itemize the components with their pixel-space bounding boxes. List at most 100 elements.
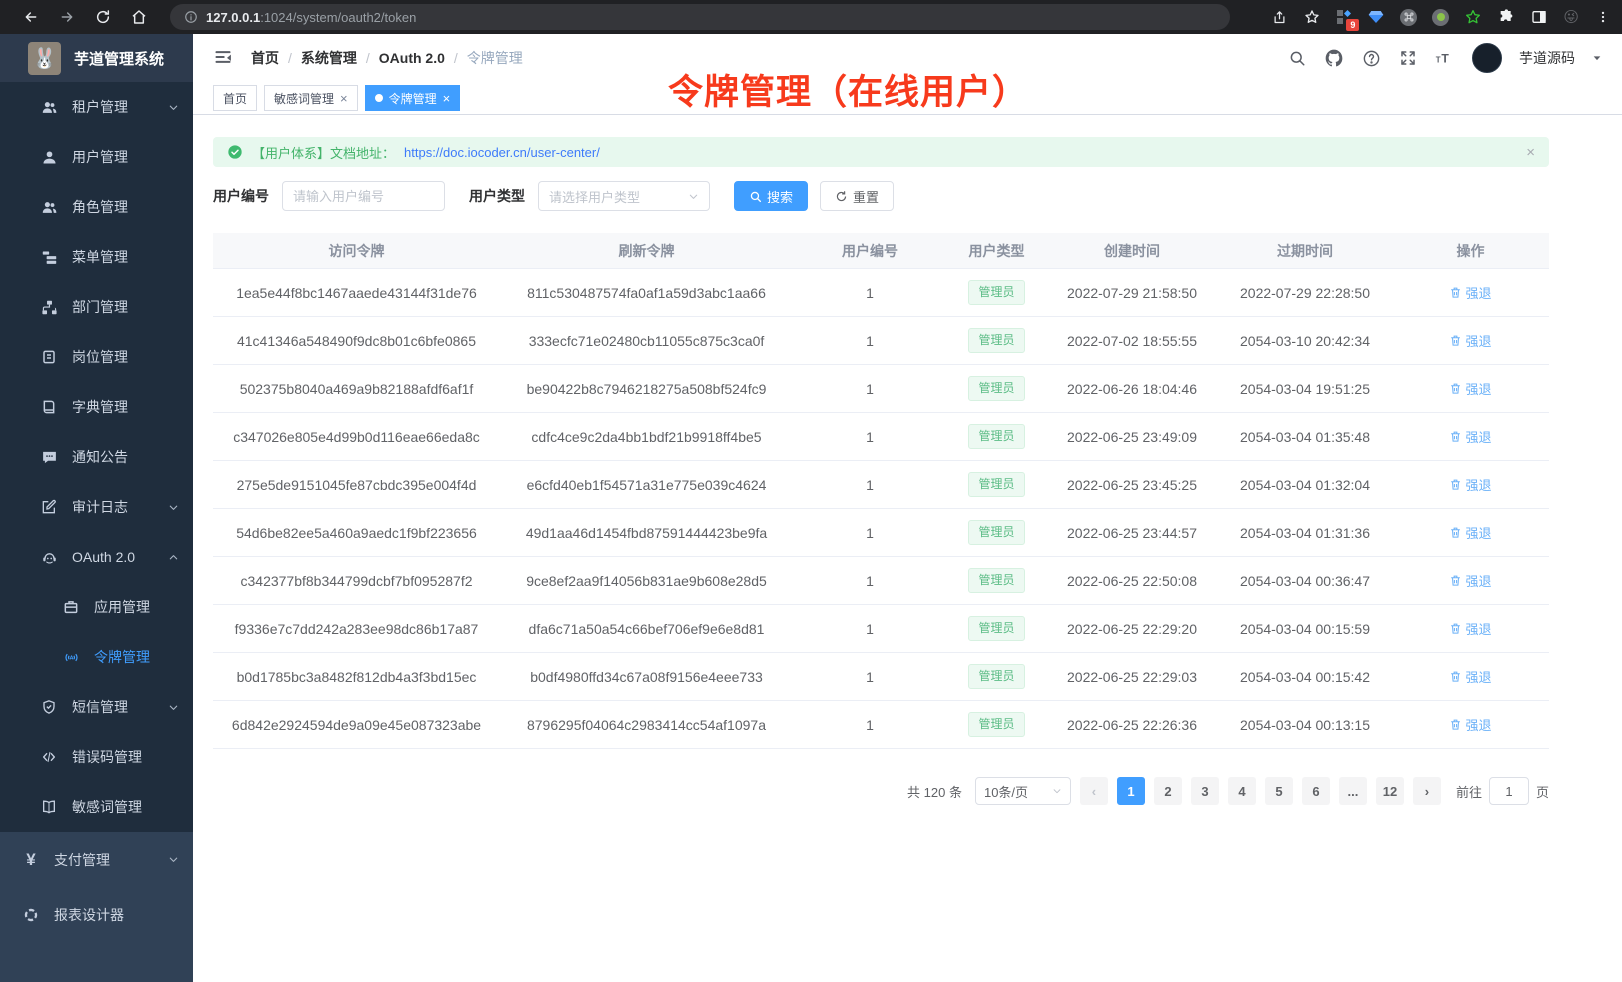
sidebar-item-sms[interactable]: 短信管理 <box>0 682 193 732</box>
close-icon[interactable]: × <box>340 90 348 106</box>
command-extension-icon[interactable] <box>1400 8 1418 26</box>
user-type-select[interactable]: 请选择用户类型 <box>538 181 710 211</box>
user-name[interactable]: 芋道源码 <box>1519 50 1575 66</box>
more-pages-button[interactable]: ... <box>1338 777 1367 805</box>
sidebar-item-notice[interactable]: 通知公告 <box>0 432 193 482</box>
page-button-4[interactable]: 4 <box>1227 777 1256 805</box>
doc-link[interactable]: https://doc.iocoder.cn/user-center/ <box>404 144 600 160</box>
sidebar-item-oauth2-app[interactable]: 应用管理 <box>0 582 193 632</box>
breadcrumb-home[interactable]: 首页 <box>251 50 279 66</box>
app-logo[interactable]: 🐰 芋道管理系统 <box>0 34 193 82</box>
kick-out-button[interactable]: 强退 <box>1449 619 1492 638</box>
caret-down-icon[interactable] <box>1592 53 1602 63</box>
browser-home-icon[interactable] <box>130 8 148 26</box>
table-row: f9336e7c7dd242a283ee98dc86b17a87 dfa6c71… <box>213 605 1549 653</box>
kick-out-button[interactable]: 强退 <box>1449 475 1492 494</box>
browser-reload-icon[interactable] <box>94 8 112 26</box>
kick-out-button[interactable]: 强退 <box>1449 427 1492 446</box>
table-row: b0d1785bc3a8482f812db4a3f3bd15ec b0df498… <box>213 653 1549 701</box>
table-row: 54d6be82ee5a460a9aedc1f9bf223656 49d1aa4… <box>213 509 1549 557</box>
share-icon[interactable] <box>1270 8 1288 26</box>
address-bar[interactable]: 127.0.0.1:1024/system/oauth2/token <box>170 4 1230 30</box>
tag-token[interactable]: 令牌管理 × <box>364 85 461 111</box>
sidebar-item-oauth2-token[interactable]: A 令牌管理 <box>0 632 193 682</box>
kick-out-button[interactable]: 强退 <box>1449 331 1492 350</box>
kick-out-button[interactable]: 强退 <box>1449 667 1492 686</box>
sidebar-item-menu[interactable]: 菜单管理 <box>0 232 193 282</box>
sidebar-item-dict[interactable]: 字典管理 <box>0 382 193 432</box>
goto-page-input[interactable] <box>1488 777 1529 805</box>
close-icon[interactable]: × <box>442 90 451 106</box>
robot-icon <box>40 548 58 566</box>
sidebar-item-user[interactable]: 用户管理 <box>0 132 193 182</box>
table-row: c342377bf8b344799dcbf7bf095287f2 9ce8ef2… <box>213 557 1549 605</box>
sidebar-collapse-icon[interactable] <box>213 47 235 69</box>
reset-button[interactable]: 重置 <box>820 181 895 211</box>
tag-home[interactable]: 首页 <box>213 85 258 111</box>
svg-text:A: A <box>69 655 73 661</box>
breadcrumb-oauth2[interactable]: OAuth 2.0 <box>378 50 445 66</box>
sidebar-item-payment[interactable]: ¥ 支付管理 <box>0 832 193 887</box>
github-icon[interactable] <box>1324 48 1344 68</box>
search-icon[interactable] <box>1287 48 1307 68</box>
users-icon <box>40 98 58 116</box>
kick-out-button[interactable]: 强退 <box>1449 283 1492 302</box>
page-button-12[interactable]: 12 <box>1375 777 1404 805</box>
user-avatar[interactable] <box>1472 43 1502 73</box>
user-id-input[interactable] <box>282 181 445 211</box>
alert-close-icon[interactable]: × <box>1526 143 1535 161</box>
user-id-label: 用户编号 <box>213 188 269 204</box>
user-type-badge: 管理员 <box>968 472 1025 497</box>
sidebar-item-oauth2[interactable]: OAuth 2.0 <box>0 532 193 582</box>
sidebar-item-dept[interactable]: 部门管理 <box>0 282 193 332</box>
chevron-up-icon <box>168 552 179 563</box>
logo-rabbit-icon: 🐰 <box>28 41 61 75</box>
extension-pinned-icon[interactable]: 9 <box>1336 9 1360 31</box>
gem-extension-icon[interactable] <box>1367 8 1385 26</box>
kick-out-button[interactable]: 强退 <box>1449 523 1492 542</box>
kick-out-button[interactable]: 强退 <box>1449 571 1492 590</box>
user-type-badge: 管理员 <box>968 568 1025 593</box>
badge-icon <box>40 348 58 366</box>
profile-avatar-icon[interactable]: 😜 <box>1563 9 1579 26</box>
star-extension-icon[interactable] <box>1464 8 1482 26</box>
kick-out-button[interactable]: 强退 <box>1449 379 1492 398</box>
next-page-button[interactable]: › <box>1412 777 1441 805</box>
sidebar-item-role[interactable]: 角色管理 <box>0 182 193 232</box>
success-check-icon <box>227 144 243 160</box>
filter-form: 用户编号 用户类型 请选择用户类型 搜索 重置 <box>213 180 1549 212</box>
sidebar-item-error-code[interactable]: 错误码管理 <box>0 732 193 782</box>
sidebar-item-post[interactable]: 岗位管理 <box>0 332 193 382</box>
bookmark-star-icon[interactable] <box>1303 8 1321 26</box>
side-panel-icon[interactable] <box>1530 8 1548 26</box>
site-info-icon[interactable] <box>184 10 198 24</box>
extensions-puzzle-icon[interactable] <box>1497 8 1515 26</box>
page-button-2[interactable]: 2 <box>1153 777 1182 805</box>
briefcase-icon <box>62 598 80 616</box>
page-button-1[interactable]: 1 <box>1116 777 1145 805</box>
sidebar-item-tenant[interactable]: 租户管理 <box>0 82 193 132</box>
page-button-3[interactable]: 3 <box>1190 777 1219 805</box>
prev-page-button[interactable]: ‹ <box>1079 777 1108 805</box>
page-size-select[interactable]: 10条/页 <box>974 777 1071 805</box>
browser-menu-icon[interactable] <box>1594 8 1612 26</box>
page-button-5[interactable]: 5 <box>1264 777 1293 805</box>
recorder-extension-icon[interactable] <box>1432 8 1450 26</box>
help-icon[interactable] <box>1361 48 1381 68</box>
sidebar-item-sensitive-word[interactable]: 敏感词管理 <box>0 782 193 832</box>
browser-back-icon[interactable] <box>22 8 40 26</box>
sidebar-item-audit-log[interactable]: 审计日志 <box>0 482 193 532</box>
tag-sensitive-word[interactable]: 敏感词管理 × <box>264 85 358 111</box>
fullscreen-icon[interactable] <box>1398 48 1418 68</box>
chevron-down-icon <box>168 854 179 865</box>
breadcrumb-system[interactable]: 系统管理 <box>300 50 357 66</box>
kick-out-button[interactable]: 强退 <box>1449 715 1492 734</box>
browser-forward-icon[interactable] <box>58 8 76 26</box>
user-type-badge: 管理员 <box>968 424 1025 449</box>
page-button-6[interactable]: 6 <box>1301 777 1330 805</box>
chevron-down-icon <box>168 102 179 113</box>
sidebar-item-report-designer[interactable]: 报表设计器 <box>0 887 193 942</box>
search-button[interactable]: 搜索 <box>734 181 809 211</box>
